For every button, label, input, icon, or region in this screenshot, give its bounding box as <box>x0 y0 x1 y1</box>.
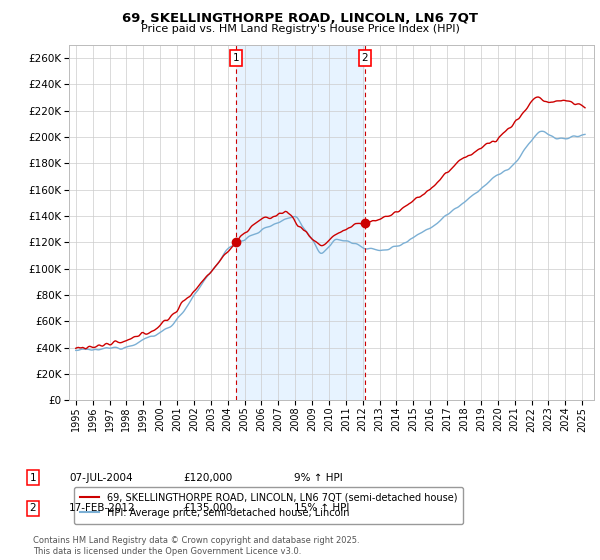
Text: Contains HM Land Registry data © Crown copyright and database right 2025.
This d: Contains HM Land Registry data © Crown c… <box>33 536 359 556</box>
Text: 2: 2 <box>29 503 37 514</box>
Text: 17-FEB-2012: 17-FEB-2012 <box>69 503 136 514</box>
Text: Price paid vs. HM Land Registry's House Price Index (HPI): Price paid vs. HM Land Registry's House … <box>140 24 460 34</box>
Text: 1: 1 <box>233 53 239 63</box>
Text: 2: 2 <box>361 53 368 63</box>
Text: 07-JUL-2004: 07-JUL-2004 <box>69 473 133 483</box>
Text: £135,000: £135,000 <box>183 503 232 514</box>
Text: 69, SKELLINGTHORPE ROAD, LINCOLN, LN6 7QT: 69, SKELLINGTHORPE ROAD, LINCOLN, LN6 7Q… <box>122 12 478 25</box>
Text: 15% ↑ HPI: 15% ↑ HPI <box>294 503 349 514</box>
Legend: 69, SKELLINGTHORPE ROAD, LINCOLN, LN6 7QT (semi-detached house), HPI: Average pr: 69, SKELLINGTHORPE ROAD, LINCOLN, LN6 7Q… <box>74 487 463 524</box>
Text: 1: 1 <box>29 473 37 483</box>
Text: £120,000: £120,000 <box>183 473 232 483</box>
Bar <box>236 45 365 400</box>
Text: 9% ↑ HPI: 9% ↑ HPI <box>294 473 343 483</box>
